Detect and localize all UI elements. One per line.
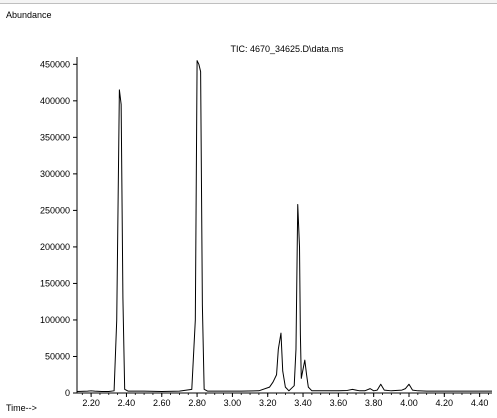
y-tick-label: 350000 — [40, 132, 70, 142]
axes — [76, 57, 492, 394]
y-axis-label: Abundance — [6, 10, 52, 20]
window-top-frame — [0, 0, 497, 4]
y-tick-label: 450000 — [40, 59, 70, 69]
tic-trace-line — [76, 60, 492, 393]
y-tick-label: 50000 — [45, 351, 70, 361]
x-tick-label: 2.60 — [153, 398, 171, 408]
x-tick-label: 4.00 — [400, 398, 418, 408]
x-tick-label: 3.20 — [259, 398, 277, 408]
chart-title: TIC: 4670_34625.D\data.ms — [230, 44, 344, 54]
x-tick-label: 4.40 — [471, 398, 489, 408]
y-tick-label: 250000 — [40, 205, 70, 215]
x-tick-label: 2.80 — [188, 398, 206, 408]
x-axis-label: Time--> — [6, 403, 37, 413]
x-tick-label: 2.40 — [118, 398, 136, 408]
x-tick-label: 2.20 — [82, 398, 100, 408]
tick-marks: 0 50000 100000 150000 200000 250000 300000 3500… — [40, 59, 489, 408]
y-tick-label: 150000 — [40, 278, 70, 288]
y-tick-label: 0 — [65, 388, 70, 398]
x-tick-label: 4.20 — [436, 398, 454, 408]
y-tick-label: 200000 — [40, 242, 70, 252]
x-tick-label: 3.80 — [365, 398, 383, 408]
x-tick-label: 3.40 — [294, 398, 312, 408]
x-tick-label: 3.60 — [330, 398, 348, 408]
y-tick-label: 100000 — [40, 315, 70, 325]
y-tick-label: 400000 — [40, 96, 70, 106]
x-tick-label: 3.00 — [224, 398, 242, 408]
series-layer — [76, 60, 492, 393]
y-tick-label: 300000 — [40, 169, 70, 179]
